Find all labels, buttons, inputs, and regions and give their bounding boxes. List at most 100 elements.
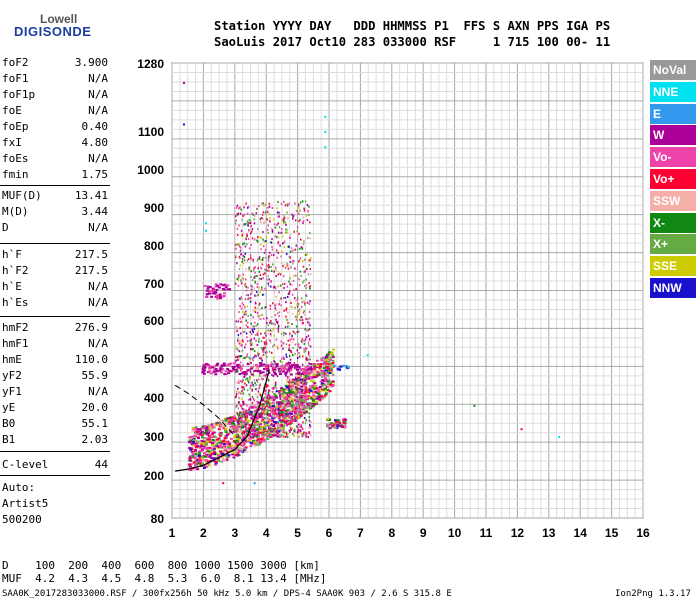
echo-point xyxy=(264,346,266,349)
echo-point xyxy=(280,340,282,343)
echo-point xyxy=(270,422,273,425)
echo-point xyxy=(305,397,309,400)
echo-point xyxy=(286,211,288,214)
echo-point xyxy=(274,413,276,416)
echo-point xyxy=(250,373,254,376)
echo-point xyxy=(283,391,286,394)
echo-point xyxy=(273,218,275,221)
echo-point xyxy=(292,280,295,283)
echo-point xyxy=(299,414,303,417)
echo-point xyxy=(244,223,246,226)
echo-point xyxy=(239,427,241,430)
echo-point xyxy=(266,422,268,425)
echo-point xyxy=(277,215,280,218)
echo-point xyxy=(275,412,279,415)
echo-point xyxy=(301,301,304,304)
echo-point xyxy=(252,213,255,216)
echo-point xyxy=(244,356,246,359)
echo-point xyxy=(249,222,252,225)
echo-point xyxy=(282,242,284,245)
echo-point xyxy=(264,374,267,377)
echo-point xyxy=(296,226,299,229)
echo-point xyxy=(328,427,332,430)
echo-point xyxy=(202,365,206,368)
echo-point xyxy=(324,131,327,133)
echo-point xyxy=(229,416,233,419)
echo-point xyxy=(233,417,237,420)
echo-point xyxy=(251,401,254,404)
echo-point xyxy=(189,459,193,462)
echo-point xyxy=(232,451,236,454)
echo-point xyxy=(272,424,276,427)
echo-point xyxy=(293,397,297,400)
echo-point xyxy=(213,457,217,460)
echo-point xyxy=(294,403,298,406)
echo-point xyxy=(268,434,270,437)
echo-point xyxy=(246,369,250,372)
echo-point xyxy=(290,350,292,353)
echo-point xyxy=(256,428,260,431)
echo-point xyxy=(239,249,242,252)
echo-point xyxy=(277,404,280,407)
echo-point xyxy=(308,317,311,320)
echo-point xyxy=(287,311,289,314)
echo-point xyxy=(299,238,302,241)
echo-point xyxy=(281,414,284,417)
echo-point xyxy=(273,368,277,371)
echo-point xyxy=(251,329,254,332)
echo-point xyxy=(215,294,219,297)
echo-point xyxy=(195,459,199,462)
echo-point xyxy=(205,437,209,440)
echo-point xyxy=(330,351,334,354)
echo-point xyxy=(241,411,244,414)
echo-point xyxy=(256,396,259,399)
echo-point xyxy=(235,219,237,222)
echo-point xyxy=(302,421,304,424)
echo-point xyxy=(244,298,247,301)
echo-point xyxy=(300,274,302,277)
echo-point xyxy=(251,390,254,393)
echo-point xyxy=(242,254,245,257)
echo-point xyxy=(252,269,255,272)
echo-point xyxy=(223,459,227,462)
echo-point xyxy=(318,398,322,401)
echo-point xyxy=(253,369,257,372)
echo-point xyxy=(259,236,261,239)
echo-point xyxy=(245,285,247,288)
echo-point xyxy=(325,418,329,421)
echo-point xyxy=(280,429,282,432)
echo-point xyxy=(256,422,259,425)
echo-point xyxy=(243,413,246,416)
echo-point xyxy=(306,432,308,435)
echo-point xyxy=(278,401,282,404)
echo-point xyxy=(264,351,267,354)
echo-point xyxy=(224,370,228,373)
echo-point xyxy=(277,273,279,276)
echo-point xyxy=(258,286,260,289)
echo-point xyxy=(240,411,243,414)
echo-point xyxy=(238,268,241,271)
echo-point xyxy=(234,445,238,448)
echo-point xyxy=(321,379,325,382)
echo-point xyxy=(304,313,306,316)
echo-point xyxy=(257,258,259,261)
echo-point xyxy=(207,434,211,437)
echo-point xyxy=(308,408,311,411)
echo-point xyxy=(288,429,291,432)
echo-point xyxy=(198,433,202,436)
echo-point xyxy=(277,369,280,372)
echo-point xyxy=(251,212,253,215)
echo-point xyxy=(277,422,281,425)
echo-point xyxy=(313,373,317,376)
echo-point xyxy=(309,396,313,399)
echo-point xyxy=(254,310,257,313)
echo-point xyxy=(304,347,307,350)
x-tick-label: 16 xyxy=(636,526,650,540)
echo-point xyxy=(266,421,270,424)
echo-point xyxy=(238,365,241,368)
echo-point xyxy=(274,285,276,288)
echo-point xyxy=(277,330,280,333)
echo-point xyxy=(273,343,276,346)
echo-point xyxy=(253,356,255,359)
param-name: B0 xyxy=(2,417,16,430)
